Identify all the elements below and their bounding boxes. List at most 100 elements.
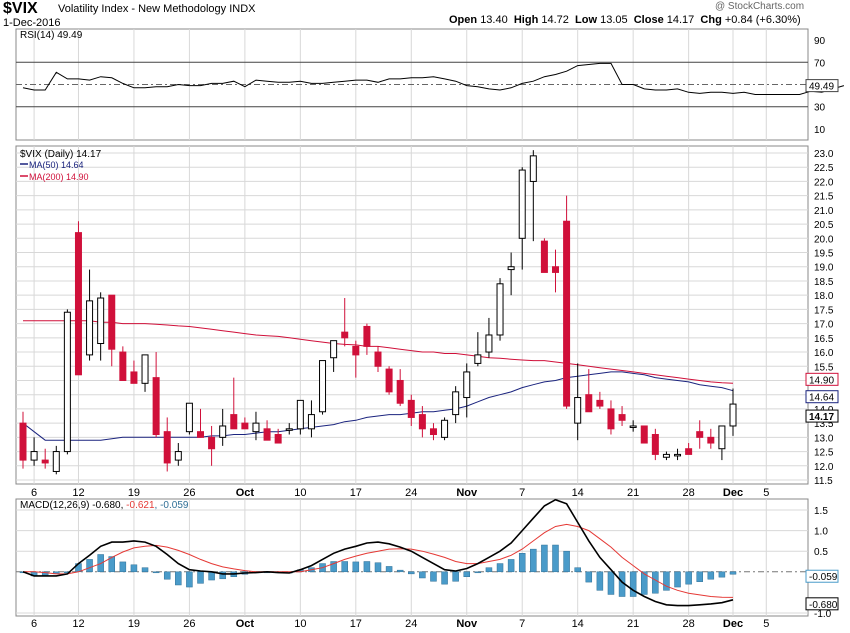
price-y-tick-label: 19.0 <box>814 263 834 274</box>
candle-body <box>607 408 615 430</box>
price-y-tick-label: 22.5 <box>814 163 834 174</box>
candle-body <box>629 425 637 428</box>
macd-histogram-bar <box>208 571 215 581</box>
candle-body <box>319 360 327 413</box>
macd-x-tick-label: 21 <box>627 618 639 630</box>
price-y-tick-label: 12.5 <box>814 448 834 459</box>
price-y-tick-label: 18.0 <box>814 291 834 302</box>
macd-histogram-bar <box>507 559 515 573</box>
change-label: Chg <box>700 14 722 26</box>
price-y-tick-label: 13.5 <box>814 419 834 430</box>
macd-histogram-bar <box>552 544 559 573</box>
candle-body <box>119 351 127 381</box>
macd-histogram-bar <box>396 569 404 573</box>
candle-body <box>241 422 249 430</box>
macd-histogram-bar <box>330 561 337 573</box>
macd-last-value: -0.680 <box>809 600 838 611</box>
candle-body <box>574 397 582 424</box>
candle-body <box>30 451 38 461</box>
candle-body <box>685 448 693 455</box>
price-y-tick-label: 17.5 <box>814 305 834 316</box>
macd-histogram-bar <box>119 561 127 573</box>
price-y-tick-label: 17.0 <box>814 320 834 331</box>
close-label: Close <box>633 14 664 26</box>
ma200-last-value: 14.90 <box>809 375 834 386</box>
price-y-tick-label: 11.5 <box>814 476 833 487</box>
price-y-tick-label: 20.0 <box>814 234 834 245</box>
ma200-last-value-tag-box <box>805 372 839 386</box>
macd-line <box>22 498 734 607</box>
macd-hist-last-value: -0.059 <box>809 572 838 583</box>
candle-body <box>19 422 27 461</box>
change-value: +0.84 (+6.30%) <box>724 14 801 26</box>
candle-body <box>230 414 238 430</box>
candle-body <box>485 334 493 353</box>
candle-body <box>86 300 94 356</box>
macd-histogram-bar <box>530 548 537 573</box>
candle-body <box>330 340 338 359</box>
candle-body <box>141 354 149 384</box>
macd-histogram-bar <box>408 571 415 575</box>
macd-histogram-bar <box>718 571 726 578</box>
candle-body <box>518 169 526 239</box>
macd-histogram-bar <box>441 571 448 585</box>
price-x-tick-label: 26 <box>183 487 195 499</box>
high-value: 14.72 <box>541 14 569 26</box>
chart-date: 1-Dec-2016 <box>3 17 61 29</box>
candle-body <box>452 391 460 416</box>
macd-histogram-bar <box>663 571 670 591</box>
candle-body <box>152 377 160 436</box>
price-legend-symbol: $VIX (Daily) 14.17 <box>20 149 102 160</box>
close-last-value-tag-box <box>805 409 839 423</box>
price-x-tick-label: 14 <box>572 487 584 499</box>
candle-body <box>640 425 648 444</box>
candle-body <box>374 351 382 367</box>
macd-x-tick-label: 10 <box>294 618 306 630</box>
price-y-tick-label: 23.0 <box>814 149 834 160</box>
macd-histogram-bar <box>574 567 581 573</box>
ma50-last-value: 14.64 <box>809 393 834 404</box>
candle-body <box>585 394 593 413</box>
macd-legend-value: MACD(12,26,9) -0.680, <box>20 500 126 511</box>
macd-signal-line <box>23 523 734 598</box>
candle-body <box>507 266 515 271</box>
macd-legend: MACD(12,26,9) -0.680, -0.621, -0.059 <box>20 500 189 511</box>
candle-body <box>563 220 571 407</box>
macd-histogram-bar <box>419 571 426 579</box>
candle-body <box>618 414 626 421</box>
price-y-tick-label: 18.5 <box>814 277 834 288</box>
macd-histogram-bar <box>696 571 703 582</box>
macd-y-tick-label: 1.0 <box>814 527 828 538</box>
index-name: Volatility Index - New Methodology INDX <box>58 3 256 15</box>
candle-body <box>52 451 60 472</box>
macd-x-tick-label: Dec <box>723 618 743 630</box>
macd-histogram-bar <box>385 566 393 573</box>
candle-body <box>396 379 404 404</box>
macd-histogram-bar <box>141 567 149 573</box>
brand-watermark: @ StockCharts.com <box>715 1 805 12</box>
open-label: Open <box>449 14 478 26</box>
macd-histogram-bar <box>130 564 138 573</box>
price-x-tick-label: Dec <box>723 487 743 499</box>
macd-histogram-bar <box>674 571 681 588</box>
candle-body <box>552 266 559 273</box>
macd-histogram-bar <box>197 571 204 584</box>
price-y-tick-label: 21.5 <box>814 192 834 203</box>
candle-body <box>108 294 116 350</box>
price-y-tick-label: 13.0 <box>814 433 834 444</box>
candle-body <box>540 240 548 273</box>
price-y-tick-label: 19.5 <box>814 249 834 260</box>
macd-histogram-bar <box>729 571 737 575</box>
low-value: 13.05 <box>600 14 628 26</box>
price-y-tick-label: 16.0 <box>814 348 834 359</box>
candle-body <box>662 453 670 458</box>
candle-body <box>463 371 471 399</box>
candle-body <box>352 345 360 356</box>
macd-histogram-bar <box>652 571 659 594</box>
candle-body <box>307 414 315 430</box>
macd-panel: 1.5 1.0 0.5 -1.0 -0.059 -0.680 MACD(12,26,9) -… <box>15 498 839 630</box>
macd-histogram-bar <box>463 571 470 577</box>
ma50-legend: MA(50) 14.64 <box>29 160 84 170</box>
macd-x-tick-label: 14 <box>572 618 584 630</box>
